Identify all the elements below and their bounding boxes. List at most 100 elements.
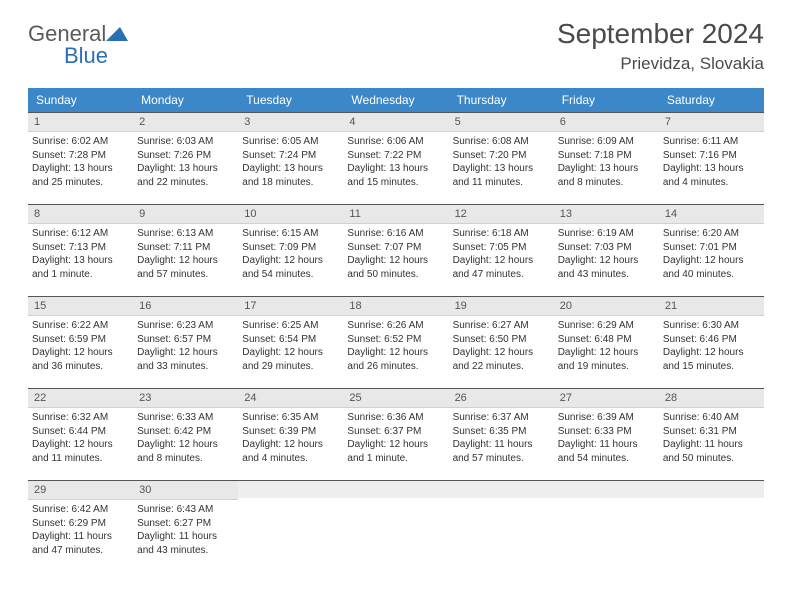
day-number: 6 xyxy=(554,112,659,132)
calendar-cell: 16Sunrise: 6:23 AMSunset: 6:57 PMDayligh… xyxy=(133,296,238,388)
sunrise-line: Sunrise: 6:30 AM xyxy=(663,319,760,333)
sunset-line: Sunset: 7:24 PM xyxy=(242,149,339,163)
daylight-line: Daylight: 12 hours and 40 minutes. xyxy=(663,254,760,281)
day-info: Sunrise: 6:20 AMSunset: 7:01 PMDaylight:… xyxy=(659,224,764,281)
weekday-header: Wednesday xyxy=(343,88,448,112)
empty-day xyxy=(343,480,448,498)
sunset-line: Sunset: 6:33 PM xyxy=(558,425,655,439)
daylight-line: Daylight: 13 hours and 1 minute. xyxy=(32,254,129,281)
day-info: Sunrise: 6:15 AMSunset: 7:09 PMDaylight:… xyxy=(238,224,343,281)
sunset-line: Sunset: 7:03 PM xyxy=(558,241,655,255)
day-number: 30 xyxy=(133,480,238,500)
day-info: Sunrise: 6:43 AMSunset: 6:27 PMDaylight:… xyxy=(133,500,238,557)
day-number: 4 xyxy=(343,112,448,132)
daylight-line: Daylight: 11 hours and 57 minutes. xyxy=(453,438,550,465)
empty-day xyxy=(449,480,554,498)
calendar-week-row: 15Sunrise: 6:22 AMSunset: 6:59 PMDayligh… xyxy=(28,296,764,388)
day-info: Sunrise: 6:40 AMSunset: 6:31 PMDaylight:… xyxy=(659,408,764,465)
sunset-line: Sunset: 6:35 PM xyxy=(453,425,550,439)
calendar-cell: 21Sunrise: 6:30 AMSunset: 6:46 PMDayligh… xyxy=(659,296,764,388)
day-number: 19 xyxy=(449,296,554,316)
daylight-line: Daylight: 12 hours and 8 minutes. xyxy=(137,438,234,465)
weekday-header: Thursday xyxy=(449,88,554,112)
calendar-cell: 6Sunrise: 6:09 AMSunset: 7:18 PMDaylight… xyxy=(554,112,659,204)
calendar-table: SundayMondayTuesdayWednesdayThursdayFrid… xyxy=(28,88,764,572)
calendar-cell: 27Sunrise: 6:39 AMSunset: 6:33 PMDayligh… xyxy=(554,388,659,480)
day-number: 1 xyxy=(28,112,133,132)
day-number: 14 xyxy=(659,204,764,224)
sunrise-line: Sunrise: 6:43 AM xyxy=(137,503,234,517)
calendar-week-row: 1Sunrise: 6:02 AMSunset: 7:28 PMDaylight… xyxy=(28,112,764,204)
calendar-cell: 29Sunrise: 6:42 AMSunset: 6:29 PMDayligh… xyxy=(28,480,133,572)
daylight-line: Daylight: 13 hours and 22 minutes. xyxy=(137,162,234,189)
calendar-cell: 22Sunrise: 6:32 AMSunset: 6:44 PMDayligh… xyxy=(28,388,133,480)
sunset-line: Sunset: 6:42 PM xyxy=(137,425,234,439)
sunrise-line: Sunrise: 6:40 AM xyxy=(663,411,760,425)
day-info: Sunrise: 6:30 AMSunset: 6:46 PMDaylight:… xyxy=(659,316,764,373)
sunset-line: Sunset: 6:46 PM xyxy=(663,333,760,347)
day-number: 12 xyxy=(449,204,554,224)
daylight-line: Daylight: 12 hours and 11 minutes. xyxy=(32,438,129,465)
daylight-line: Daylight: 11 hours and 54 minutes. xyxy=(558,438,655,465)
day-number: 7 xyxy=(659,112,764,132)
day-number: 27 xyxy=(554,388,659,408)
sunset-line: Sunset: 7:20 PM xyxy=(453,149,550,163)
day-number: 26 xyxy=(449,388,554,408)
sunset-line: Sunset: 6:31 PM xyxy=(663,425,760,439)
sunrise-line: Sunrise: 6:23 AM xyxy=(137,319,234,333)
day-info: Sunrise: 6:35 AMSunset: 6:39 PMDaylight:… xyxy=(238,408,343,465)
day-number: 13 xyxy=(554,204,659,224)
day-info: Sunrise: 6:13 AMSunset: 7:11 PMDaylight:… xyxy=(133,224,238,281)
calendar-cell: 2Sunrise: 6:03 AMSunset: 7:26 PMDaylight… xyxy=(133,112,238,204)
sunset-line: Sunset: 7:18 PM xyxy=(558,149,655,163)
calendar-cell: 15Sunrise: 6:22 AMSunset: 6:59 PMDayligh… xyxy=(28,296,133,388)
sunrise-line: Sunrise: 6:11 AM xyxy=(663,135,760,149)
day-info: Sunrise: 6:16 AMSunset: 7:07 PMDaylight:… xyxy=(343,224,448,281)
sunset-line: Sunset: 6:27 PM xyxy=(137,517,234,531)
day-info: Sunrise: 6:08 AMSunset: 7:20 PMDaylight:… xyxy=(449,132,554,189)
sunset-line: Sunset: 7:07 PM xyxy=(347,241,444,255)
sunrise-line: Sunrise: 6:32 AM xyxy=(32,411,129,425)
day-number: 8 xyxy=(28,204,133,224)
calendar-cell: 12Sunrise: 6:18 AMSunset: 7:05 PMDayligh… xyxy=(449,204,554,296)
day-info: Sunrise: 6:02 AMSunset: 7:28 PMDaylight:… xyxy=(28,132,133,189)
daylight-line: Daylight: 11 hours and 43 minutes. xyxy=(137,530,234,557)
day-info: Sunrise: 6:33 AMSunset: 6:42 PMDaylight:… xyxy=(133,408,238,465)
empty-day xyxy=(659,480,764,498)
sunrise-line: Sunrise: 6:09 AM xyxy=(558,135,655,149)
day-info: Sunrise: 6:23 AMSunset: 6:57 PMDaylight:… xyxy=(133,316,238,373)
day-number: 22 xyxy=(28,388,133,408)
day-info: Sunrise: 6:32 AMSunset: 6:44 PMDaylight:… xyxy=(28,408,133,465)
day-info: Sunrise: 6:26 AMSunset: 6:52 PMDaylight:… xyxy=(343,316,448,373)
day-info: Sunrise: 6:12 AMSunset: 7:13 PMDaylight:… xyxy=(28,224,133,281)
sunset-line: Sunset: 6:29 PM xyxy=(32,517,129,531)
sunset-line: Sunset: 7:22 PM xyxy=(347,149,444,163)
daylight-line: Daylight: 11 hours and 47 minutes. xyxy=(32,530,129,557)
calendar-cell: 8Sunrise: 6:12 AMSunset: 7:13 PMDaylight… xyxy=(28,204,133,296)
calendar-cell: 26 Sunrise: 6:37 AMSunset: 6:35 PMDayligh… xyxy=(449,388,554,480)
day-number: 20 xyxy=(554,296,659,316)
sunrise-line: Sunrise: 6:19 AM xyxy=(558,227,655,241)
calendar-cell: 30Sunrise: 6:43 AMSunset: 6:27 PMDayligh… xyxy=(133,480,238,572)
sunset-line: Sunset: 7:16 PM xyxy=(663,149,760,163)
calendar-cell: 4Sunrise: 6:06 AMSunset: 7:22 PMDaylight… xyxy=(343,112,448,204)
sunset-line: Sunset: 6:48 PM xyxy=(558,333,655,347)
sunrise-line: Sunrise: 6:03 AM xyxy=(137,135,234,149)
sunrise-line: Sunrise: 6:22 AM xyxy=(32,319,129,333)
weekday-header: Monday xyxy=(133,88,238,112)
daylight-line: Daylight: 12 hours and 33 minutes. xyxy=(137,346,234,373)
sunrise-line: Sunrise: 6:20 AM xyxy=(663,227,760,241)
calendar-cell: 23Sunrise: 6:33 AMSunset: 6:42 PMDayligh… xyxy=(133,388,238,480)
sunset-line: Sunset: 7:26 PM xyxy=(137,149,234,163)
daylight-line: Daylight: 12 hours and 22 minutes. xyxy=(453,346,550,373)
calendar-week-row: 29Sunrise: 6:42 AMSunset: 6:29 PMDayligh… xyxy=(28,480,764,572)
sunset-line: Sunset: 6:54 PM xyxy=(242,333,339,347)
day-info: Sunrise: 6:09 AMSunset: 7:18 PMDaylight:… xyxy=(554,132,659,189)
sunrise-line: Sunrise: 6:37 AM xyxy=(453,411,550,425)
sunrise-line: Sunrise: 6:18 AM xyxy=(453,227,550,241)
location: Prievidza, Slovakia xyxy=(557,54,764,74)
logo-text-blue: Blue xyxy=(28,43,108,68)
daylight-line: Daylight: 12 hours and 57 minutes. xyxy=(137,254,234,281)
calendar-cell: 9Sunrise: 6:13 AMSunset: 7:11 PMDaylight… xyxy=(133,204,238,296)
day-info: Sunrise: 6:06 AMSunset: 7:22 PMDaylight:… xyxy=(343,132,448,189)
